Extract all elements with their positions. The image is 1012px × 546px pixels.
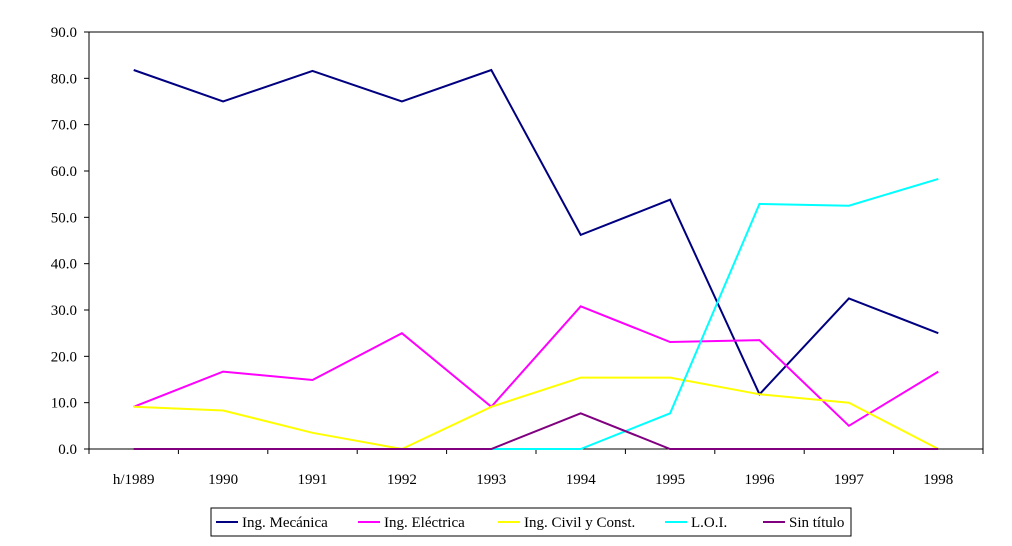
y-tick-label: 90.0 <box>51 25 77 41</box>
x-tick-label: 1990 <box>208 472 238 488</box>
legend-label: Ing. Eléctrica <box>384 515 465 531</box>
y-axis: 0.0 10.0 20.0 30.0 40.0 50.0 60.0 70.0 80.0 90.0 <box>51 25 89 458</box>
x-tick-label: 1996 <box>745 472 776 488</box>
x-tick-label: 1994 <box>566 472 597 488</box>
legend-box <box>210 507 852 537</box>
plot-area <box>88 31 984 450</box>
legend-label: Sin título <box>789 515 844 531</box>
series-line-4 <box>491 177 939 450</box>
x-tick-label: 1998 <box>923 472 953 488</box>
series-line-2 <box>133 305 939 428</box>
y-tick-label: 50.0 <box>51 210 77 226</box>
x-tick-label: 1991 <box>298 472 328 488</box>
y-tick-label: 40.0 <box>51 257 77 273</box>
legend-label: Ing. Mecánica <box>242 515 328 531</box>
series-lines <box>133 68 939 451</box>
series-line-1 <box>133 68 939 397</box>
y-tick-label: 10.0 <box>51 396 77 412</box>
legend: Ing. Mecánica Ing. Eléctrica Ing. Civil y … <box>210 507 852 537</box>
x-tick-label: 1997 <box>834 472 865 488</box>
legend-label: L.O.I. <box>691 515 727 531</box>
series-line-3 <box>133 376 939 451</box>
y-tick-label: 0.0 <box>58 442 77 458</box>
x-tick-label: 1992 <box>387 472 417 488</box>
y-tick-label: 60.0 <box>51 164 77 180</box>
x-tick-label: h/1989 <box>113 472 155 488</box>
y-tick-label: 70.0 <box>51 118 77 134</box>
x-tick-label: 1995 <box>655 472 685 488</box>
x-axis: h/1989 1990 1991 1992 1993 1994 1995 1996 1997 19… <box>88 449 984 488</box>
y-tick-label: 80.0 <box>51 71 77 87</box>
series-line-5 <box>133 412 939 450</box>
y-tick-label: 30.0 <box>51 303 77 319</box>
y-tick-label: 20.0 <box>51 349 77 365</box>
x-tick-label: 1993 <box>476 472 506 488</box>
legend-label: Ing. Civil y Const. <box>524 515 635 531</box>
